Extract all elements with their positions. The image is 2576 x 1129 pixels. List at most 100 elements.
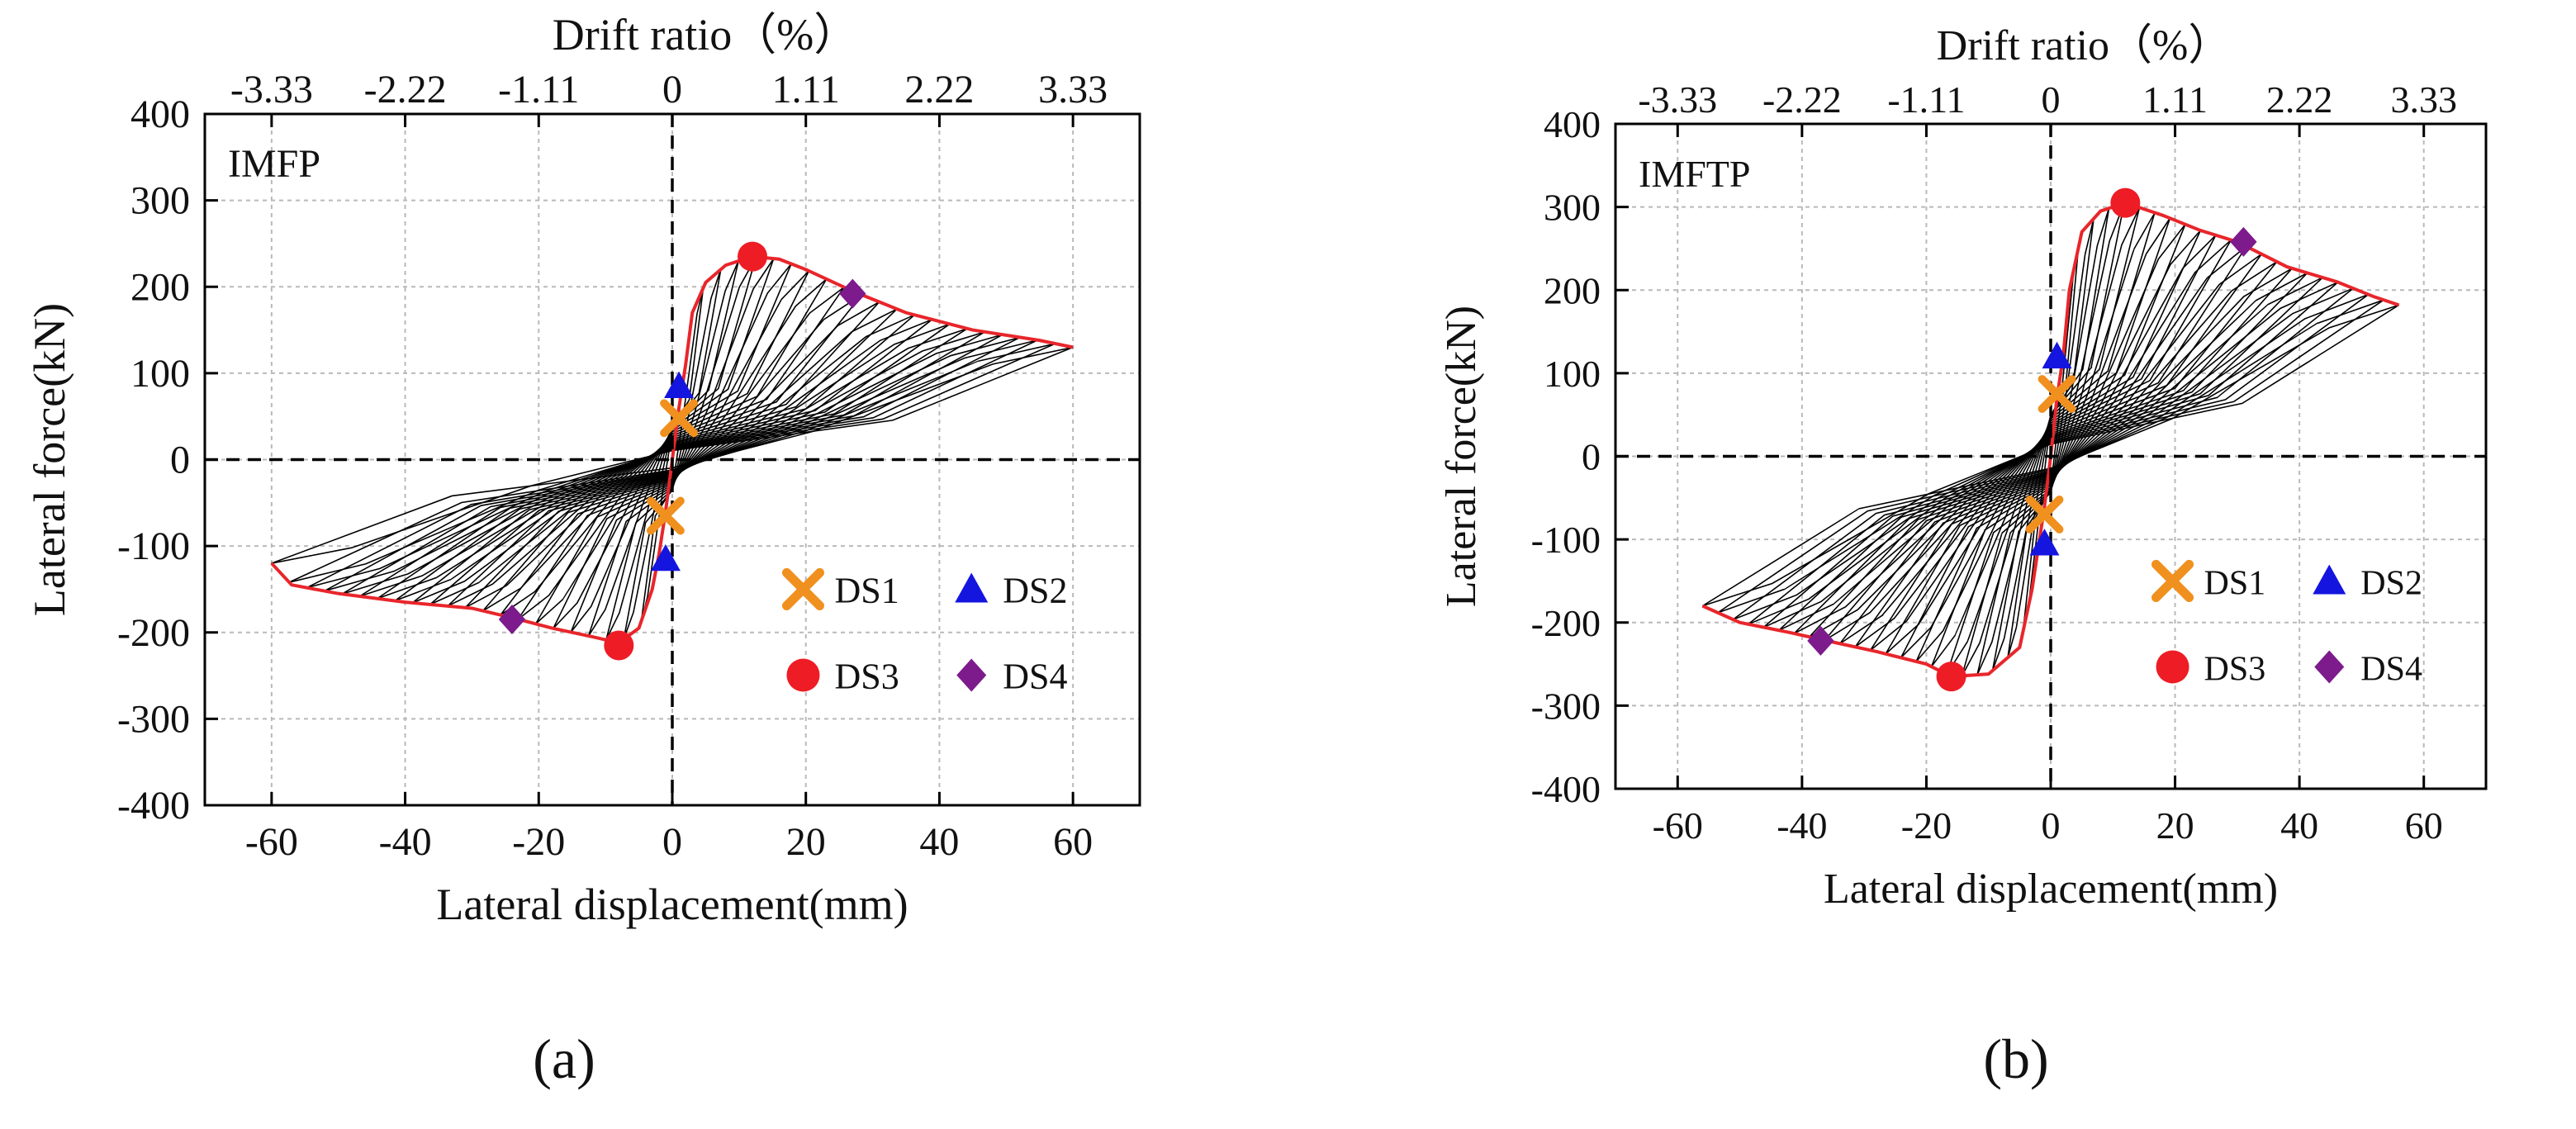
top-tick-label: -1.11 [1887, 78, 1965, 121]
legend-label-ds2: DS2 [1003, 570, 1067, 610]
marker-x-stroke [781, 567, 824, 610]
hysteresis-loop-down [1839, 254, 2262, 644]
y-axis-title: Lateral force(kN) [25, 303, 74, 616]
top-tick-label: -3.33 [230, 68, 313, 111]
hysteresis-loop-down [570, 258, 775, 633]
marker-ds1 [660, 399, 699, 438]
hysteresis-loop-up [500, 287, 845, 616]
x-tick-label: 40 [919, 820, 959, 864]
marker-ds4 [1807, 625, 1834, 656]
chart-panel-b: -60 -40 -20 0 20 40 60-400-300-200-10001002003… [1438, 22, 2488, 913]
legend-marker-ds3 [786, 658, 820, 692]
x-tick-label: 0 [2042, 804, 2061, 847]
hysteresis-loop-down [553, 263, 792, 629]
caption-a: (a) [533, 1027, 595, 1090]
y-tick-label: -300 [1531, 685, 1601, 727]
hysteresis-loop-up [482, 294, 863, 612]
x-tick-label: -40 [379, 820, 432, 864]
hysteresis-loop-up [464, 301, 880, 609]
top-axis-title: Drift ratio（%） [1937, 22, 2232, 69]
y-tick-label: 400 [1544, 103, 1601, 145]
hysteresis-loop-down [2007, 218, 2094, 659]
top-tick-label: 1.11 [772, 68, 840, 111]
hysteresis-loop-up [1762, 281, 2339, 629]
hysteresis-loop-down [587, 256, 757, 637]
hysteresis-loop-up [1900, 230, 2201, 658]
y-tick-label: 0 [1582, 436, 1601, 478]
marker-ds4 [2230, 226, 2257, 257]
envelope-curve [1701, 201, 2400, 679]
top-tick-label: 0 [662, 68, 682, 111]
legend-marker-ds4 [956, 658, 987, 692]
x-axis-title: Lateral displacement(mm) [1824, 866, 2278, 913]
hysteresis-loop-down [1915, 224, 2186, 662]
hysteresis-loop-down [1946, 212, 2156, 675]
marker-ds1 [2038, 375, 2076, 413]
y-tick-label: 300 [1544, 187, 1601, 229]
y-tick-label: -200 [117, 611, 190, 655]
marker-ds3 [1936, 662, 1966, 692]
hysteresis-loop-up [605, 260, 739, 641]
marker-ds2 [2029, 529, 2060, 556]
top-tick-label: 3.33 [2390, 78, 2457, 121]
x-axis-title: Lateral displacement(mm) [436, 880, 908, 929]
hysteresis-loop-down [1961, 207, 2141, 677]
x-tick-label: 60 [1053, 820, 1093, 864]
marker-ds4 [498, 605, 526, 635]
legend-marker-ds1 [2151, 559, 2194, 602]
x-tick-label: 20 [2156, 804, 2194, 847]
legend-marker-ds2 [955, 572, 989, 603]
caption-b: (b) [1983, 1027, 2048, 1090]
hysteresis-loop-down [429, 314, 915, 605]
hysteresis-loop-down [517, 278, 828, 620]
hysteresis-loop-down [1869, 240, 2232, 652]
legend-label-ds1: DS1 [2204, 564, 2266, 602]
hysteresis-loop-up [411, 319, 932, 604]
marker-x-stroke [2038, 375, 2076, 413]
legend-marker-ds4 [2314, 650, 2345, 684]
hysteresis-loop-up [394, 323, 951, 602]
top-tick-label: -1.11 [498, 68, 579, 111]
marker-ds2 [650, 543, 681, 572]
marker-ds3 [738, 241, 768, 272]
legend-label-ds1: DS1 [834, 570, 899, 610]
hysteresis-loop-up [1854, 245, 2247, 648]
y-tick-label: -400 [1531, 768, 1601, 810]
marker-ds2 [2042, 341, 2072, 369]
x-tick-label: -60 [1653, 804, 1703, 847]
y-tick-label: 100 [1544, 353, 1601, 395]
hysteresis-loops [271, 256, 1074, 641]
top-tick-label: 3.33 [1038, 68, 1108, 111]
hysteresis-loop-up [1701, 304, 2399, 607]
hysteresis-loop-up [534, 270, 809, 624]
hysteresis-loop-down [1885, 235, 2217, 655]
marker-x-stroke [660, 399, 699, 438]
marker-x-stroke [2025, 495, 2064, 534]
y-tick-label: 0 [170, 439, 190, 482]
x-tick-label: -40 [1777, 804, 1827, 847]
hysteresis-loop-up [1976, 202, 2125, 676]
y-tick-label: -300 [117, 697, 190, 741]
y-tick-label: 100 [130, 352, 190, 396]
marker-ds1 [2025, 495, 2064, 534]
top-tick-label: 0 [2042, 78, 2061, 121]
hysteresis-loop-down [1702, 304, 2400, 607]
y-tick-label: 200 [130, 265, 190, 309]
y-tick-label: 200 [1544, 269, 1601, 311]
hysteresis-loop-up [1930, 217, 2171, 667]
marker-ds4 [839, 278, 866, 309]
x-tick-label: -60 [245, 820, 298, 864]
top-tick-label: -3.33 [1638, 78, 1717, 121]
y-tick-label: -100 [1531, 519, 1601, 561]
hysteresis-loop-up [1809, 268, 2293, 638]
top-tick-label: -2.22 [1762, 78, 1842, 121]
hysteresis-loop-up [2007, 218, 2094, 658]
hysteresis-loop-down [640, 287, 704, 622]
top-tick-label: 2.22 [904, 68, 974, 111]
y-tick-label: 400 [130, 93, 190, 136]
y-tick-label: -400 [117, 784, 190, 828]
y-tick-label: 300 [130, 179, 190, 223]
marker-ds2 [664, 371, 695, 398]
hysteresis-loop-down [500, 287, 845, 616]
marker-ds1 [646, 496, 685, 535]
